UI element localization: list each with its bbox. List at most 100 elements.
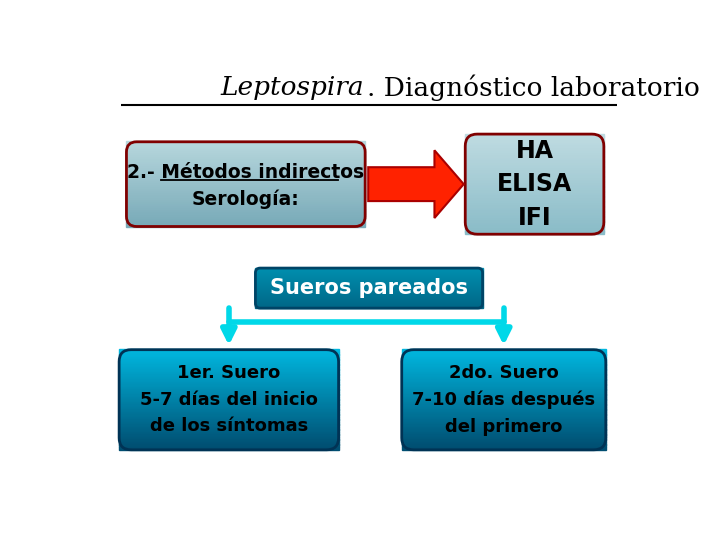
Bar <box>127 215 365 218</box>
Bar <box>119 359 338 362</box>
Bar <box>256 291 482 292</box>
Bar <box>256 272 482 273</box>
Bar <box>465 134 604 137</box>
Bar <box>127 169 365 171</box>
Bar <box>119 437 338 440</box>
Bar <box>256 276 482 278</box>
Bar <box>402 374 606 377</box>
Bar <box>119 369 338 372</box>
Bar <box>119 422 338 425</box>
Bar <box>119 367 338 370</box>
Bar <box>256 268 482 269</box>
Bar <box>119 414 338 417</box>
Bar <box>465 209 604 212</box>
Bar <box>256 278 482 279</box>
Bar <box>127 181 365 184</box>
Bar <box>465 151 604 154</box>
Bar <box>402 362 606 364</box>
Bar <box>402 354 606 357</box>
Bar <box>256 296 482 297</box>
Text: Leptospira: Leptospira <box>221 76 364 100</box>
Bar <box>465 231 604 234</box>
Bar <box>465 176 604 179</box>
Bar <box>465 136 604 139</box>
Bar <box>402 409 606 412</box>
Bar <box>256 301 482 302</box>
Bar <box>256 298 482 299</box>
Bar <box>465 148 604 152</box>
Bar <box>119 382 338 384</box>
Bar <box>256 295 482 296</box>
Bar <box>119 394 338 397</box>
Bar <box>402 427 606 430</box>
Bar <box>119 384 338 387</box>
Bar <box>465 184 604 187</box>
Bar <box>465 211 604 214</box>
Bar <box>119 349 338 352</box>
Bar <box>402 384 606 387</box>
Bar <box>465 194 604 197</box>
Bar <box>256 288 482 289</box>
Bar <box>465 144 604 147</box>
Bar <box>256 302 482 303</box>
Bar <box>465 179 604 181</box>
Bar <box>465 141 604 144</box>
Bar <box>127 173 365 176</box>
Bar <box>256 274 482 275</box>
Bar <box>256 303 482 304</box>
Bar <box>256 303 482 305</box>
Bar <box>119 420 338 422</box>
Bar <box>119 447 338 450</box>
Bar <box>127 148 365 150</box>
Bar <box>127 192 365 195</box>
Bar <box>465 139 604 141</box>
Bar <box>402 400 606 402</box>
Bar <box>402 357 606 360</box>
Bar <box>119 364 338 367</box>
Bar <box>256 279 482 280</box>
Bar <box>127 211 365 214</box>
Bar <box>256 287 482 288</box>
Bar <box>119 377 338 380</box>
Bar <box>402 437 606 440</box>
Bar <box>127 144 365 146</box>
Bar <box>127 150 365 152</box>
Bar <box>119 354 338 357</box>
Bar <box>465 217 604 219</box>
Bar <box>465 161 604 164</box>
Bar <box>465 159 604 161</box>
Bar <box>256 285 482 286</box>
Bar <box>127 163 365 165</box>
Bar <box>402 382 606 384</box>
Bar <box>127 141 365 144</box>
Bar <box>256 306 482 307</box>
Bar <box>402 397 606 400</box>
Bar <box>256 294 482 295</box>
Bar <box>402 407 606 410</box>
Bar <box>119 362 338 364</box>
Text: . Diagnóstico laboratorio: . Diagnóstico laboratorio <box>366 75 700 101</box>
Bar <box>119 374 338 377</box>
Bar <box>402 429 606 433</box>
Bar <box>127 154 365 157</box>
Bar <box>402 389 606 392</box>
Bar <box>119 417 338 420</box>
Bar <box>256 269 482 271</box>
Bar <box>465 164 604 167</box>
Bar <box>402 404 606 407</box>
Bar <box>127 224 365 226</box>
Bar <box>127 209 365 212</box>
Bar <box>119 429 338 433</box>
Polygon shape <box>368 150 464 218</box>
Bar <box>402 359 606 362</box>
Text: 2do. Suero
7-10 días después
del primero: 2do. Suero 7-10 días después del primero <box>412 364 595 436</box>
Bar <box>402 447 606 450</box>
Bar <box>256 289 482 290</box>
Bar <box>256 271 482 272</box>
Bar <box>127 201 365 203</box>
Bar <box>127 190 365 193</box>
Text: Sueros pareados: Sueros pareados <box>270 278 468 298</box>
Bar <box>256 269 482 270</box>
Bar <box>402 349 606 352</box>
Bar <box>465 199 604 201</box>
